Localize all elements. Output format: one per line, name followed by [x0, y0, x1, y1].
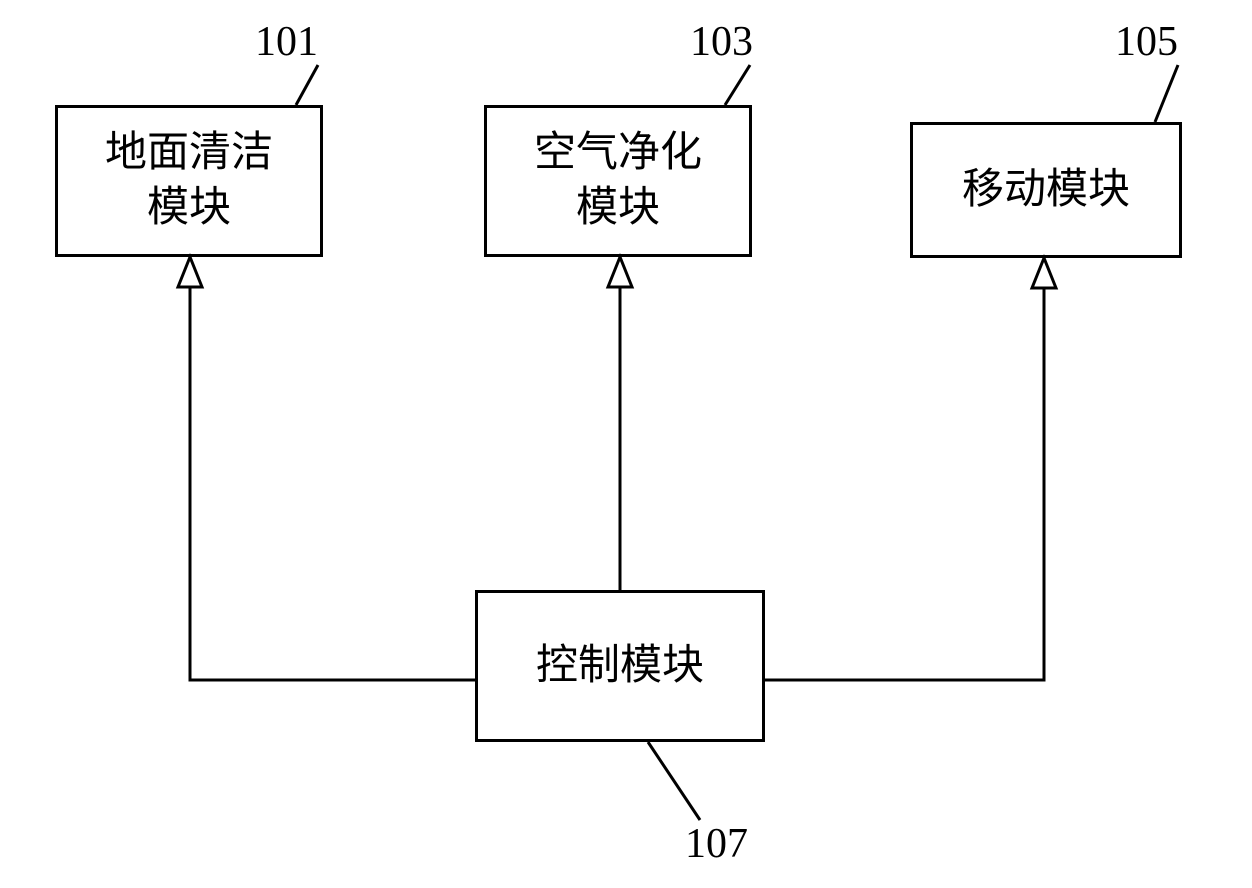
- ref-label-107: 107: [685, 820, 748, 868]
- node-label-line1: 控制模块: [536, 643, 704, 689]
- node-air-purification: 空气净化 模块: [484, 105, 752, 257]
- node-label-line1: 地面清洁: [105, 130, 273, 176]
- node-label-line2: 模块: [147, 185, 231, 231]
- node-label-line2: 模块: [576, 185, 660, 231]
- node-movement: 移动模块: [910, 122, 1182, 258]
- ref-label-103: 103: [690, 18, 753, 66]
- node-ground-cleaning: 地面清洁 模块: [55, 105, 323, 257]
- ref-label-105: 105: [1115, 18, 1178, 66]
- node-label-line1: 空气净化: [534, 130, 702, 176]
- node-control: 控制模块: [475, 590, 765, 742]
- node-label-line1: 移动模块: [962, 167, 1130, 213]
- ref-label-101: 101: [255, 18, 318, 66]
